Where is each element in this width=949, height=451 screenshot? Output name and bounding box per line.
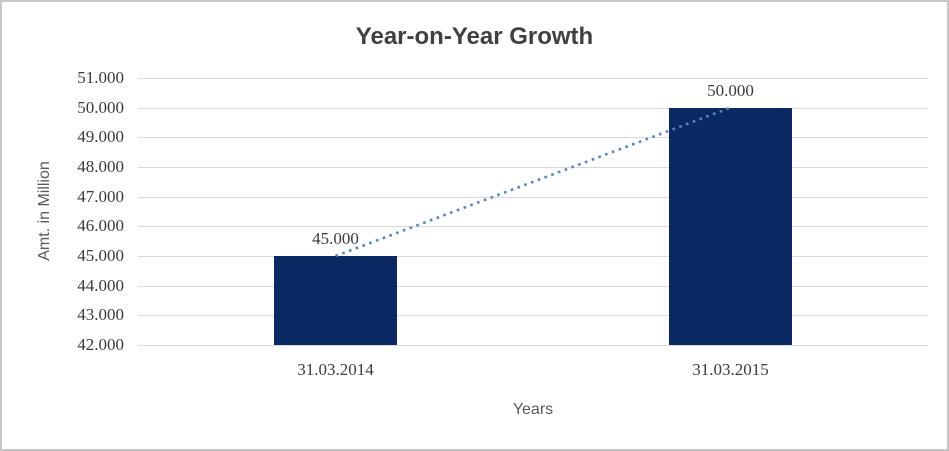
gridline (138, 285, 928, 287)
y-tick-label: 43.000 (77, 305, 124, 325)
y-tick-label: 44.000 (77, 275, 124, 295)
x-tick-label: 31.03.2014 (297, 360, 374, 379)
chart-title: Year-on-Year Growth (355, 23, 594, 50)
bar-value-label: 45.000 (312, 229, 359, 248)
gridline (138, 345, 928, 346)
gridline (138, 107, 928, 109)
gridline (138, 137, 928, 139)
gridline (138, 256, 928, 257)
y-tick-label: 47.000 (77, 186, 124, 206)
plot-area (138, 78, 928, 346)
y-axis-title: Amt. in Million (28, 78, 62, 343)
gridline (138, 226, 928, 228)
gridline (138, 78, 928, 79)
gridline (138, 167, 928, 168)
gridline (138, 196, 928, 198)
y-tick-label: 50.000 (77, 97, 124, 117)
x-tick-label: 31.03.2015 (692, 360, 769, 379)
gridline (138, 315, 928, 317)
y-tick-label: 46.000 (77, 216, 124, 236)
bar-value-label: 50.000 (707, 80, 754, 100)
y-tick-label: 48.000 (77, 157, 124, 176)
bar-31.03.2014 (274, 256, 397, 345)
trendline-line (335, 106, 731, 258)
y-tick-label: 45.000 (77, 246, 124, 265)
y-tick-label: 51.000 (77, 68, 124, 87)
bar-31.03.2015 (669, 107, 792, 345)
y-tick-label: 49.000 (77, 127, 124, 147)
trendline (335, 106, 731, 258)
y-tick-label: 42.000 (77, 335, 124, 354)
x-axis-title: Years (512, 401, 554, 418)
